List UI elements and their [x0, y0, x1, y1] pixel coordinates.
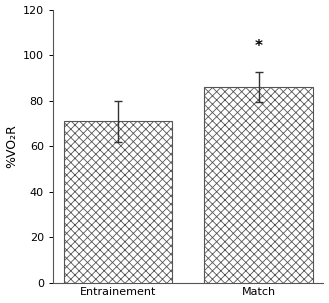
Bar [204, 87, 313, 283]
Text: *: * [255, 39, 263, 54]
Y-axis label: %VO₂R: %VO₂R [6, 124, 18, 168]
Bar [64, 121, 172, 283]
